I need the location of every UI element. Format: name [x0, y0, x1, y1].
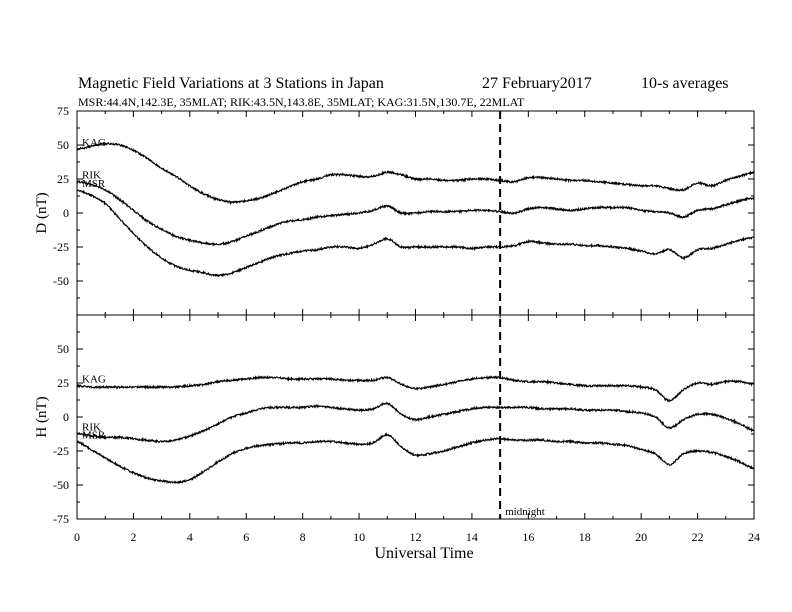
series-label-h-kag: KAG	[82, 374, 106, 386]
series-label-d-rik: RIK	[82, 170, 101, 182]
x-tick-label: 0	[74, 530, 80, 544]
x-tick-label: 8	[300, 530, 306, 544]
y-tick-label: -25	[53, 240, 69, 254]
series-label-d-kag: KAG	[82, 137, 106, 149]
series-line-d-msr	[76, 189, 755, 278]
y-tick-label: 25	[57, 376, 69, 390]
y-tick-label: 75	[57, 104, 69, 118]
series-line-h-rik	[76, 401, 755, 444]
x-tick-label: 22	[692, 530, 704, 544]
chart-title: Magnetic Field Variations at 3 Stations …	[78, 75, 384, 92]
x-tick-label: 20	[635, 530, 647, 544]
x-tick-label: 14	[466, 530, 478, 544]
y-axis-label-d: D (nT)	[34, 192, 50, 233]
y-tick-label: -50	[53, 478, 69, 492]
series-line-d-rik	[76, 179, 755, 247]
x-tick-label: 10	[353, 530, 365, 544]
y-tick-label: 0	[63, 206, 69, 220]
y-axis-label-h: H (nT)	[34, 396, 50, 437]
y-tick-label: -50	[53, 274, 69, 288]
station-info: MSR:44.4N,142.3E, 35MLAT; RIK:43.5N,143.…	[78, 95, 525, 109]
x-tick-label: 4	[187, 530, 193, 544]
series-label-h-msr: MSR	[82, 429, 106, 441]
x-axis-label: Universal Time	[374, 545, 473, 562]
y-tick-label: 50	[57, 138, 69, 152]
x-tick-label: 2	[130, 530, 136, 544]
x-tick-label: 16	[522, 530, 534, 544]
series-line-d-kag	[76, 141, 755, 205]
series-line-h-msr	[76, 432, 755, 485]
series-line-h-kag	[76, 374, 755, 403]
x-tick-label: 6	[243, 530, 249, 544]
y-tick-label: 25	[57, 172, 69, 186]
y-tick-label: 50	[57, 342, 69, 356]
series-label-d-msr: MSR	[82, 178, 106, 190]
chart-resolution: 10-s averages	[641, 75, 729, 92]
x-tick-label: 18	[579, 530, 591, 544]
midnight-annotation: midnight	[505, 506, 545, 518]
y-tick-label: 0	[63, 410, 69, 424]
x-tick-label: 24	[748, 530, 760, 544]
chart-date: 27 February2017	[482, 75, 592, 92]
x-tick-label: 12	[410, 530, 422, 544]
y-tick-label: -75	[53, 512, 69, 526]
series-label-h-rik: RIK	[82, 421, 101, 433]
y-tick-label: -25	[53, 444, 69, 458]
